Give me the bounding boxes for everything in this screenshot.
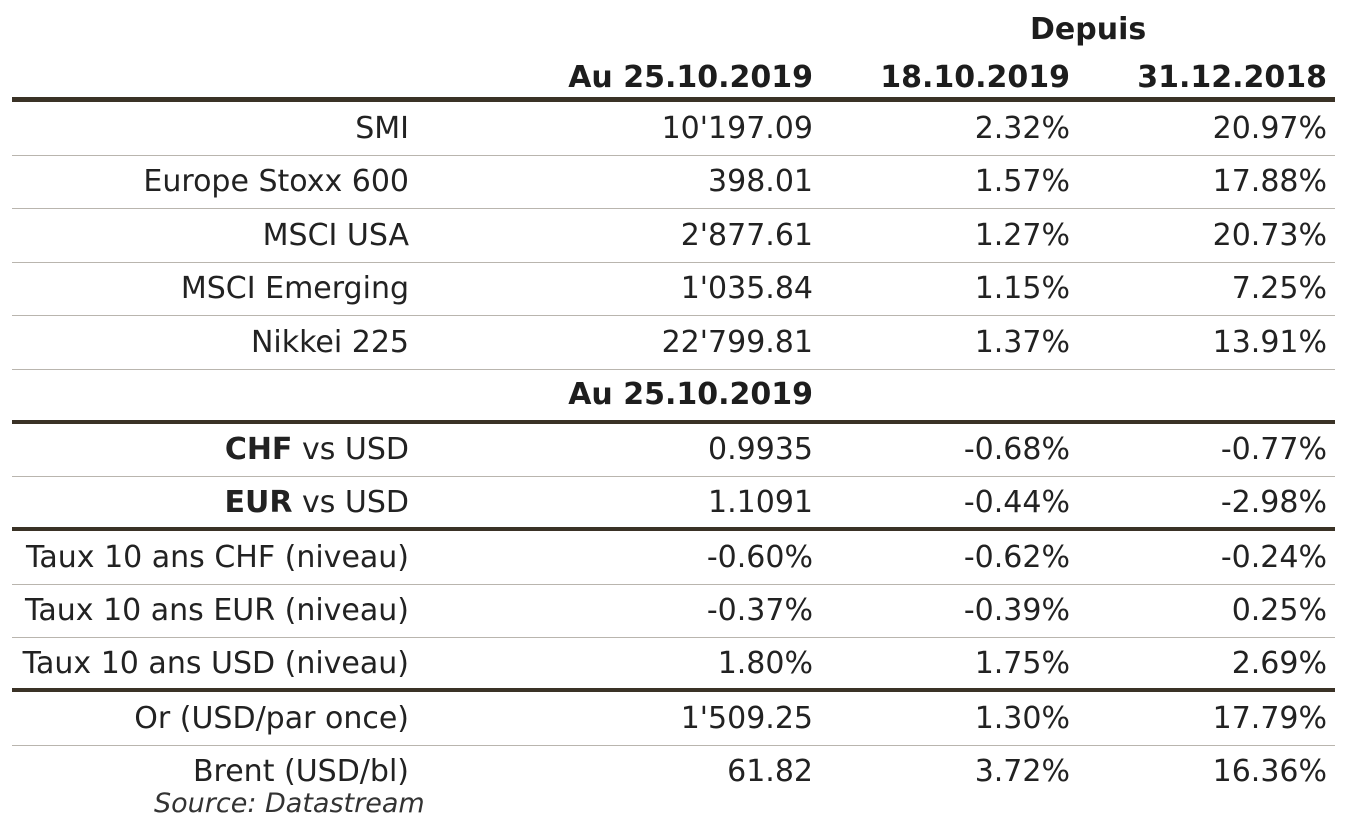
row-change-week: 1.30% bbox=[974, 700, 1070, 736]
table-row: Taux 10 ans CHF (niveau) -0.60% -0.62% -… bbox=[12, 531, 1335, 585]
row-label: Or (USD/par once) bbox=[134, 700, 409, 736]
row-label: MSCI USA bbox=[262, 217, 409, 253]
row-change-ytd: 20.97% bbox=[1212, 110, 1327, 146]
currency-code: EUR bbox=[224, 484, 293, 520]
table-row: Nikkei 225 22'799.81 1.37% 13.91% bbox=[12, 316, 1335, 370]
row-change-week: 1.57% bbox=[974, 164, 1070, 200]
row-change-ytd: -2.98% bbox=[1220, 484, 1327, 520]
header-label bbox=[12, 95, 409, 97]
row-change-week: -0.44% bbox=[963, 484, 1070, 520]
row-value: 0.9935 bbox=[708, 432, 813, 468]
row-change-ytd: 0.25% bbox=[1231, 593, 1327, 629]
table-row: Brent (USD/bl) 61.82 3.72% 16.36% bbox=[12, 746, 1335, 799]
row-change-week: -0.62% bbox=[963, 539, 1070, 575]
row-value: 398.01 bbox=[708, 164, 813, 200]
depuis-header: Depuis bbox=[1030, 12, 1147, 47]
row-change-ytd: -0.24% bbox=[1220, 539, 1327, 575]
row-change-week: 1.37% bbox=[974, 324, 1070, 360]
row-change-week: 1.75% bbox=[974, 645, 1070, 681]
row-change-ytd: -0.77% bbox=[1220, 432, 1327, 468]
row-change-week: 2.32% bbox=[974, 110, 1070, 146]
row-label: Taux 10 ans CHF (niveau) bbox=[26, 539, 409, 575]
row-label: SMI bbox=[355, 110, 409, 146]
header-top: Depuis bbox=[12, 0, 1335, 50]
header-row: Au 25.10.2019 18.10.2019 31.12.2018 bbox=[12, 50, 1335, 102]
source-note: Source: Datastream bbox=[154, 788, 425, 819]
row-label: Taux 10 ans USD (niveau) bbox=[22, 645, 409, 681]
header-col2: 18.10.2019 bbox=[880, 60, 1070, 95]
row-value: 22'799.81 bbox=[661, 324, 813, 360]
row-value: -0.37% bbox=[706, 593, 813, 629]
row-value: 1.1091 bbox=[708, 484, 813, 520]
row-change-ytd: 7.25% bbox=[1231, 271, 1327, 307]
row-change-week: 3.72% bbox=[974, 754, 1070, 790]
table-row: Or (USD/par once) 1'509.25 1.30% 17.79% bbox=[12, 692, 1335, 746]
subheader-row: Au 25.10.2019 bbox=[12, 370, 1335, 424]
subheader-col1: Au 25.10.2019 bbox=[568, 377, 813, 412]
row-value: 10'197.09 bbox=[661, 110, 813, 146]
table-row: CHF vs USD 0.9935 -0.68% -0.77% bbox=[12, 424, 1335, 477]
market-table: Depuis Au 25.10.2019 18.10.2019 31.12.20… bbox=[12, 0, 1335, 798]
row-value: 2'877.61 bbox=[680, 217, 813, 253]
row-change-ytd: 16.36% bbox=[1212, 754, 1327, 790]
table-row: SMI 10'197.09 2.32% 20.97% bbox=[12, 102, 1335, 156]
row-label: Europe Stoxx 600 bbox=[143, 164, 409, 200]
row-label: CHF vs USD bbox=[12, 432, 409, 467]
row-value: 1'035.84 bbox=[680, 271, 813, 307]
currency-code: CHF bbox=[224, 432, 293, 468]
row-label: Taux 10 ans EUR (niveau) bbox=[25, 593, 409, 629]
row-change-ytd: 17.79% bbox=[1212, 700, 1327, 736]
table-row: EUR vs USD 1.1091 -0.44% -2.98% bbox=[12, 477, 1335, 531]
table-row: Europe Stoxx 600 398.01 1.57% 17.88% bbox=[12, 156, 1335, 209]
row-value: 1'509.25 bbox=[680, 700, 813, 736]
row-change-week: -0.39% bbox=[963, 593, 1070, 629]
row-value: -0.60% bbox=[706, 539, 813, 575]
table-row: MSCI USA 2'877.61 1.27% 20.73% bbox=[12, 209, 1335, 263]
row-change-week: 1.15% bbox=[974, 271, 1070, 307]
header-col3: 31.12.2018 bbox=[1137, 60, 1327, 95]
row-change-week: -0.68% bbox=[963, 432, 1070, 468]
row-change-week: 1.27% bbox=[974, 217, 1070, 253]
table-row: Taux 10 ans EUR (niveau) -0.37% -0.39% 0… bbox=[12, 585, 1335, 638]
table-row: MSCI Emerging 1'035.84 1.15% 7.25% bbox=[12, 263, 1335, 316]
row-value: 61.82 bbox=[727, 754, 813, 790]
header-col1: Au 25.10.2019 bbox=[568, 60, 813, 95]
row-change-ytd: 13.91% bbox=[1212, 324, 1327, 360]
row-label: Nikkei 225 bbox=[250, 324, 409, 360]
currency-suffix: vs USD bbox=[292, 432, 409, 468]
row-label: MSCI Emerging bbox=[180, 271, 409, 307]
row-label: EUR vs USD bbox=[12, 485, 409, 520]
row-label: Brent (USD/bl) bbox=[192, 754, 409, 790]
table-row: Taux 10 ans USD (niveau) 1.80% 1.75% 2.6… bbox=[12, 638, 1335, 692]
row-change-ytd: 20.73% bbox=[1212, 217, 1327, 253]
row-change-ytd: 17.88% bbox=[1212, 164, 1327, 200]
row-change-ytd: 2.69% bbox=[1231, 645, 1327, 681]
currency-suffix: vs USD bbox=[292, 484, 409, 520]
row-value: 1.80% bbox=[717, 645, 813, 681]
